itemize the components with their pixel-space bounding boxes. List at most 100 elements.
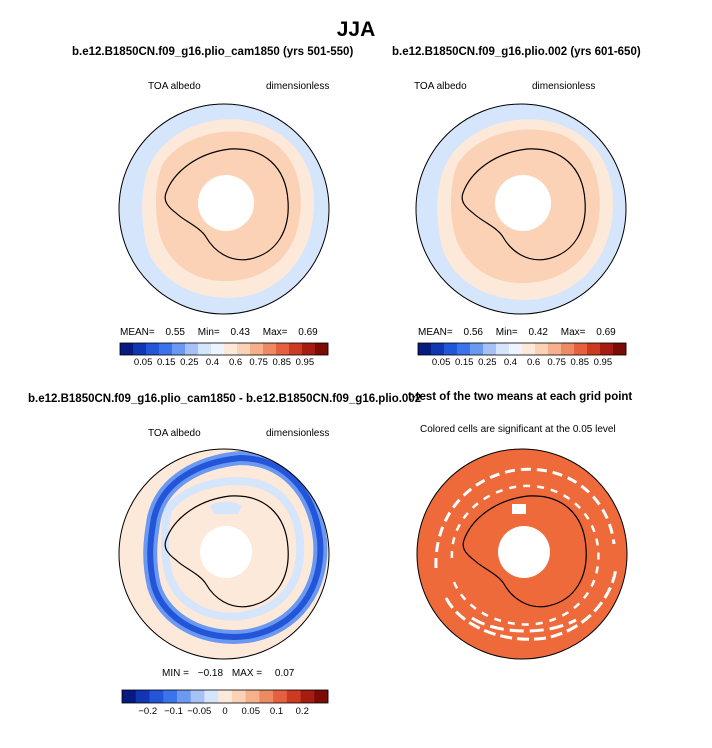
- colorbar-swatch: [263, 343, 277, 355]
- panel4-polar-hole: [498, 526, 550, 578]
- colorbar-swatch: [273, 690, 288, 703]
- colorbar-border: [119, 342, 329, 356]
- panel2-max-value: 0.69: [596, 327, 616, 338]
- colorbar-swatch: [300, 690, 315, 703]
- panel4-insignificant-ring-inner: [450, 484, 600, 626]
- season-title: JJA: [336, 18, 376, 41]
- colorbar-swatch: [211, 343, 225, 355]
- colorbar-swatch: [483, 343, 497, 355]
- colorbar-tick-label: −0.1: [164, 706, 183, 717]
- colorbar-tick-label: 0.2: [295, 706, 309, 717]
- colorbar-tick-label: 0.6: [526, 357, 541, 368]
- colorbar-swatch: [190, 690, 205, 703]
- panel3-negative-ring-core: [147, 454, 324, 640]
- colorbar-swatch: [204, 690, 219, 703]
- colorbar-tick-label: 0.15: [454, 357, 474, 368]
- colorbar-tick-label: 0.15: [156, 357, 176, 368]
- panel2-min-value: 0.42: [528, 327, 548, 338]
- colorbar-tick-label: 0.05: [241, 706, 261, 717]
- panel1-antarctica-coast: [164, 148, 289, 261]
- colorbar-swatch: [163, 690, 178, 703]
- panel3-min-value: −0.18: [197, 668, 224, 679]
- colorbar-border: [121, 689, 329, 704]
- colorbar-swatch: [496, 343, 510, 355]
- panel1-max-value: 0.69: [298, 327, 318, 338]
- panel1-colorbar-ticks: 0.05 0.15 0.25 0.4 0.6 0.75 0.85 0.95: [120, 357, 328, 369]
- panel2-colorbar-ticks: 0.05 0.15 0.25 0.4 0.6 0.75 0.85 0.95: [418, 357, 626, 369]
- colorbar-swatch: [146, 343, 160, 355]
- panel3-weak-negative-ring: [161, 477, 305, 621]
- colorbar-tick-label: 0.95: [593, 357, 613, 368]
- panel1-title: b.e12.B1850CN.f09_g16.plio_cam1850 (yrs …: [72, 46, 354, 58]
- panel3-units-label: dimensionless: [266, 428, 330, 439]
- panel2-mean-value: 0.56: [463, 327, 483, 338]
- panel3-stats: MIN = −0.18 MAX = 0.07: [162, 668, 294, 679]
- colorbar-swatch: [535, 343, 549, 355]
- panel2-min-label: Min=: [495, 327, 518, 338]
- colorbar-swatch: [548, 343, 562, 355]
- panel2-units-label: dimensionless: [532, 81, 596, 92]
- colorbar-swatch: [457, 343, 471, 355]
- panel1-units-label: dimensionless: [266, 81, 330, 92]
- colorbar-swatch: [315, 343, 329, 355]
- colorbar-swatch: [276, 343, 290, 355]
- colorbar-tick-label: 0.95: [295, 357, 315, 368]
- colorbar-tick-label: −0.2: [138, 706, 158, 717]
- panel4-insignificant-arc-bottom: [471, 616, 577, 633]
- colorbar-swatch: [149, 690, 164, 703]
- colorbar-swatch: [224, 343, 238, 355]
- colorbar-swatch: [418, 343, 432, 355]
- colorbar-swatch: [613, 343, 627, 355]
- colorbar-tick-label: 0.25: [478, 357, 497, 368]
- panel3-min-label: MIN =: [162, 668, 189, 679]
- colorbar-swatch: [198, 343, 212, 355]
- colorbar-tick-label: 0.75: [249, 357, 268, 368]
- panel2-colorbar: [417, 342, 627, 356]
- colorbar-swatch: [172, 343, 186, 355]
- colorbar-swatch: [259, 690, 274, 703]
- panel4-insignificant-arc-outer: [434, 467, 616, 569]
- colorbar-swatch: [122, 690, 137, 703]
- panel3-variable-label: TOA albedo: [148, 428, 201, 439]
- colorbar-swatch: [245, 690, 260, 703]
- panel4-insignificant-arc-south: [444, 567, 618, 641]
- colorbar-swatch: [470, 343, 484, 355]
- colorbar-swatch: [314, 690, 329, 703]
- colorbar-swatch: [135, 690, 150, 703]
- panel4-interior-patch: [512, 504, 526, 514]
- colorbar-tick-label: 0.6: [228, 357, 243, 368]
- panel2-polar-map: [415, 103, 627, 315]
- panel2-variable-label: TOA albedo: [414, 81, 467, 92]
- panel1-mean-label: MEAN=: [120, 327, 155, 338]
- colorbar-tick-label: 0.25: [180, 357, 199, 368]
- colorbar-tick-label: 0.1: [269, 706, 284, 717]
- colorbar-swatch: [574, 343, 588, 355]
- colorbar-tick-label: 0.85: [272, 357, 292, 368]
- panel1-polar-map: [118, 103, 330, 315]
- colorbar-border: [417, 342, 627, 356]
- panel3-antarctica-coast: [164, 495, 289, 608]
- colorbar-tick-label: 0.75: [547, 357, 566, 368]
- panel1-stats: MEAN= 0.55 Min= 0.43 Max= 0.69: [120, 327, 318, 338]
- colorbar-tick-label: 0.4: [503, 357, 518, 368]
- colorbar-swatch: [522, 343, 536, 355]
- colorbar-swatch: [250, 343, 264, 355]
- colorbar-swatch: [286, 690, 301, 703]
- panel1-mean-value: 0.55: [165, 327, 185, 338]
- colorbar-swatch: [444, 343, 458, 355]
- colorbar-swatch: [587, 343, 601, 355]
- panel2-mean-label: MEAN=: [418, 327, 453, 338]
- panel2-stats: MEAN= 0.56 Min= 0.42 Max= 0.69: [418, 327, 616, 338]
- panel2-polar-hole: [495, 175, 551, 231]
- colorbar-tick-label: 0: [222, 706, 228, 717]
- colorbar-swatch: [237, 343, 251, 355]
- panel1-min-label: Min=: [197, 327, 220, 338]
- colorbar-swatch: [289, 343, 303, 355]
- colorbar-tick-label: −0.05: [187, 706, 212, 717]
- panel4-antarctica-coast: [462, 495, 587, 608]
- colorbar-tick-label: 0.05: [133, 357, 153, 368]
- panel3-polar-map: [118, 448, 330, 660]
- panel1-polar-hole: [198, 175, 254, 231]
- panel2-antarctica-coast: [461, 148, 586, 261]
- panel3-max-label: MAX =: [231, 668, 263, 679]
